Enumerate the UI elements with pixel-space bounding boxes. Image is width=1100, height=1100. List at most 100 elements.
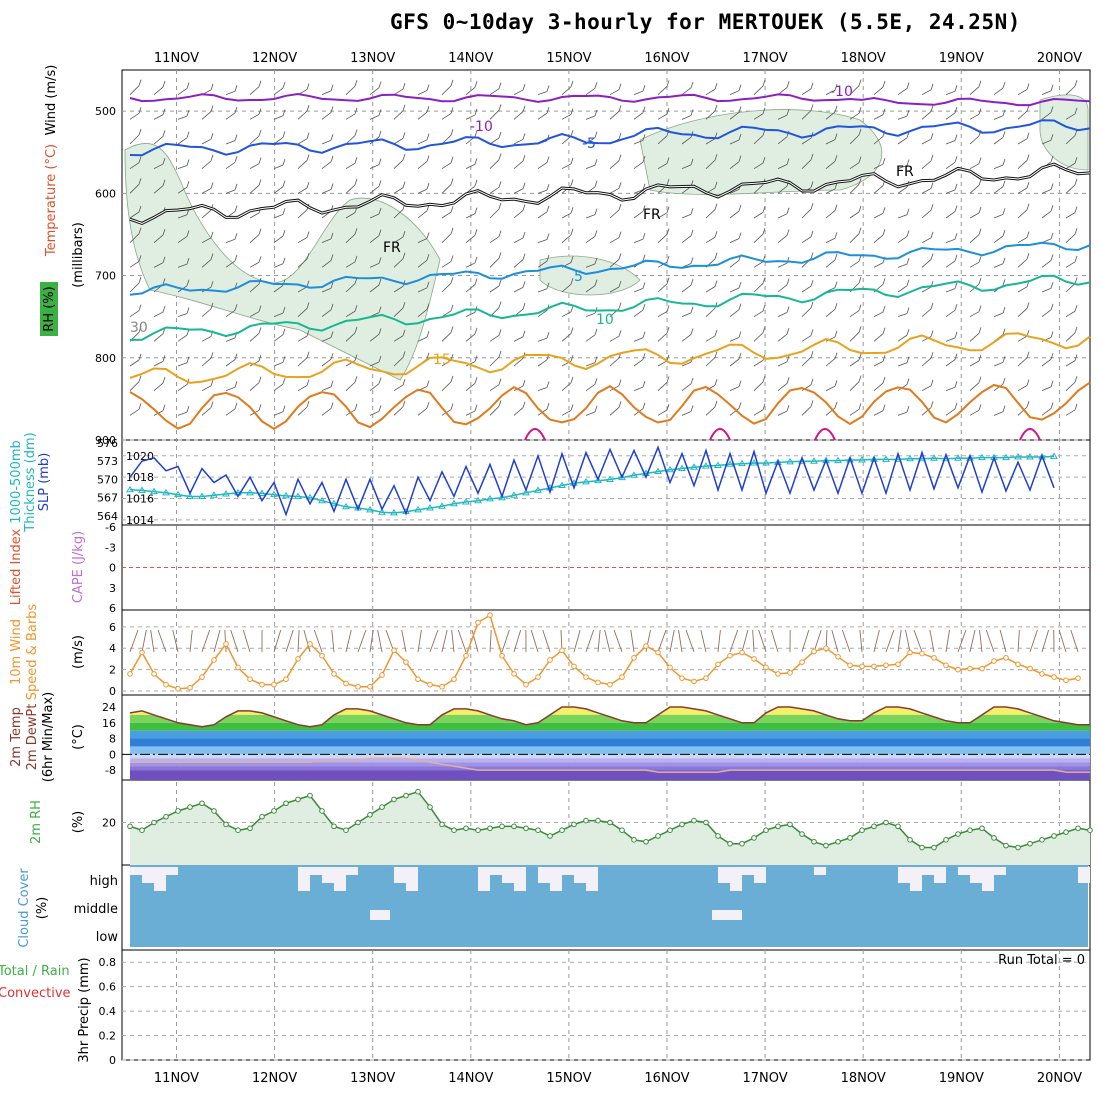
wind-barb <box>705 335 716 342</box>
wind-barb <box>201 111 212 120</box>
wind-barb <box>201 188 212 194</box>
precip-tick-label: 0.4 <box>99 1005 117 1018</box>
wind-barb <box>489 208 500 219</box>
surface-wind-barb <box>957 629 967 653</box>
wind-barb <box>858 353 862 361</box>
wind-barb <box>1065 283 1076 293</box>
wind-speed-series-point <box>211 657 217 663</box>
wind-barb <box>738 155 742 162</box>
wind-speed-series-point <box>451 676 457 683</box>
wind-barb <box>465 234 476 243</box>
wind-barb <box>618 253 622 260</box>
wind-barb <box>762 277 766 284</box>
wind-barb <box>321 112 332 120</box>
wind-barb <box>921 286 932 293</box>
wind-barb <box>978 404 982 411</box>
wind-speed-series-point <box>607 681 613 688</box>
wind-barb <box>234 106 238 114</box>
wind-barb <box>642 402 646 409</box>
wind-barb <box>546 282 550 289</box>
wind-speed-series-point <box>679 675 685 681</box>
wind-barb <box>609 209 620 219</box>
wind-barb <box>930 133 934 140</box>
wind-barb <box>378 377 382 384</box>
wind-barb <box>585 214 596 219</box>
wind-barb <box>225 90 236 96</box>
wind-speed-series-point <box>715 661 721 668</box>
wind-barb <box>873 311 884 318</box>
wind-barb <box>681 334 692 342</box>
wind-barb <box>777 383 788 391</box>
top-date-label: 12NOV <box>252 51 297 66</box>
wind-barb <box>666 228 670 235</box>
wind-barb <box>849 359 860 367</box>
wind-barb <box>570 130 574 137</box>
rh-series-point <box>619 827 625 834</box>
wind-barb <box>297 138 308 145</box>
wind-barb <box>786 355 790 362</box>
wind-barb <box>354 157 358 164</box>
wind-barb <box>993 263 1004 268</box>
wind-barb <box>738 84 742 91</box>
wind-barb <box>618 83 622 90</box>
cloud-gap <box>130 867 142 875</box>
wind-barb <box>369 361 380 367</box>
wind-barb <box>498 378 502 385</box>
wind-speed-series-point <box>439 683 445 690</box>
wind-barb <box>354 354 358 361</box>
wind-barb <box>954 134 958 141</box>
wind-barb <box>570 179 574 186</box>
cloud-gap <box>298 867 310 891</box>
rh-series-point <box>595 817 601 824</box>
wind-barb <box>138 205 142 213</box>
wind-barb <box>522 253 526 260</box>
rh-tick-label: 20 <box>102 817 116 830</box>
wind-barb <box>306 182 310 189</box>
thickness-series-point <box>786 457 794 465</box>
wind-barb <box>498 202 502 210</box>
wind-barb <box>546 184 550 191</box>
wind-barb <box>738 281 742 289</box>
temp-band <box>130 758 1090 763</box>
label-wind-units: (m/s) <box>71 635 86 669</box>
wind-barb <box>810 82 814 89</box>
wind-speed-series-point <box>583 674 589 680</box>
wind-barb <box>978 277 982 285</box>
wind-speed-series-point <box>427 681 433 688</box>
wind-barb <box>666 256 670 263</box>
temp-tick-label: 0 <box>109 748 116 761</box>
wind-barb <box>738 133 742 141</box>
wind-barb <box>546 85 550 92</box>
wind-barb <box>1074 80 1078 87</box>
wind-barb <box>618 280 622 288</box>
wind-barb <box>801 208 812 219</box>
wind-barb <box>729 210 740 219</box>
wind-barb <box>402 351 406 358</box>
surface-wind-barb <box>1058 629 1067 653</box>
wind-barb <box>1026 132 1030 139</box>
wind-speed-series-point <box>619 674 625 680</box>
wind-barb <box>489 187 500 194</box>
wind-barb <box>258 129 262 137</box>
wind-barb <box>129 162 140 169</box>
wind-barb <box>234 156 238 163</box>
wind-barb <box>570 376 574 383</box>
wind-barb <box>834 105 838 113</box>
rh-series-point <box>895 823 901 830</box>
thickness-series-point <box>462 497 470 505</box>
surface-wind-barb <box>417 629 422 653</box>
wind-barb <box>978 179 982 186</box>
wind-barb <box>834 281 838 288</box>
rh-series-point <box>283 800 289 807</box>
surface-wind-barb <box>700 629 707 653</box>
wind-barb <box>978 376 982 383</box>
wind-barb <box>258 179 262 186</box>
temp-band <box>130 754 1090 759</box>
wind-barb <box>594 328 598 336</box>
wind-barb <box>537 310 548 317</box>
surface-wind-barb <box>604 629 611 653</box>
wind-barb <box>210 231 214 238</box>
wind-barb <box>633 288 644 293</box>
wind-speed-series-point <box>871 663 877 670</box>
wind-barb <box>369 114 380 120</box>
